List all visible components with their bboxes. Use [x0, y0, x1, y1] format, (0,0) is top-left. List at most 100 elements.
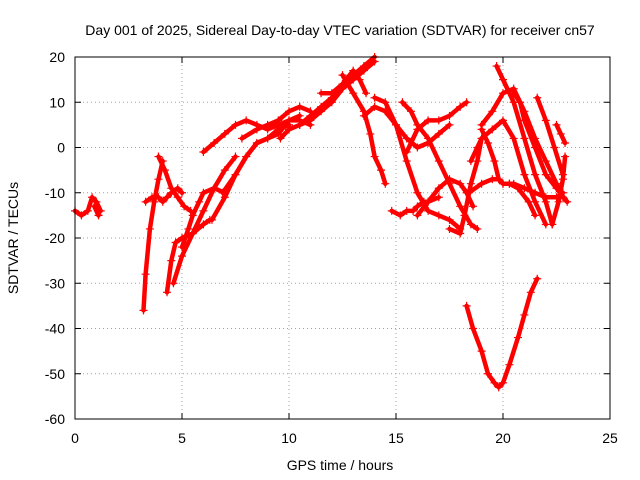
- data-point: [231, 170, 240, 179]
- series-arc-22: [402, 98, 471, 157]
- data-point: [460, 211, 469, 220]
- y-tick-label: 20: [49, 49, 65, 65]
- data-point: [413, 143, 422, 152]
- y-tick-label: 10: [49, 94, 65, 110]
- data-point: [207, 215, 216, 224]
- series-trace: [220, 113, 302, 196]
- data-point: [424, 206, 433, 215]
- series-arc-2: [90, 202, 103, 220]
- data-point: [492, 62, 501, 71]
- data-point: [90, 202, 99, 211]
- data-point: [199, 188, 208, 197]
- data-point: [520, 310, 529, 319]
- series-arc-11: [218, 111, 304, 197]
- data-point: [406, 107, 415, 116]
- data-point: [392, 120, 400, 129]
- data-point: [220, 129, 229, 138]
- series-layer: [71, 53, 572, 392]
- data-point: [533, 274, 542, 283]
- data-point: [145, 224, 154, 233]
- data-point: [445, 224, 454, 233]
- data-point: [541, 157, 550, 166]
- data-point: [469, 202, 478, 211]
- series-arc-24: [462, 274, 542, 392]
- data-point: [434, 193, 443, 202]
- data-point: [434, 116, 443, 125]
- data-point: [505, 360, 514, 369]
- data-point: [499, 75, 507, 84]
- data-point: [362, 89, 371, 98]
- series-trace: [156, 154, 193, 214]
- data-point: [477, 179, 486, 188]
- data-point: [398, 98, 407, 107]
- data-point: [178, 188, 186, 197]
- data-point: [381, 179, 390, 188]
- x-tick-label: 20: [495, 430, 511, 446]
- data-point: [505, 179, 514, 188]
- data-point: [490, 157, 499, 166]
- data-point: [473, 224, 482, 233]
- x-tick-label: 0: [71, 430, 79, 446]
- data-point: [526, 288, 535, 297]
- series-arc-29: [492, 62, 557, 229]
- data-point: [195, 197, 204, 206]
- data-point: [338, 71, 347, 80]
- data-point: [509, 134, 518, 143]
- y-tick-label: -20: [45, 230, 65, 246]
- data-point: [409, 206, 418, 215]
- data-point: [402, 148, 411, 157]
- grid: [75, 57, 610, 419]
- data-point: [424, 197, 433, 206]
- series-arc-9: [199, 116, 315, 157]
- data-point: [231, 152, 240, 161]
- series-trace: [171, 154, 238, 286]
- data-point: [163, 288, 172, 297]
- data-point: [541, 116, 550, 125]
- data-point: [509, 89, 518, 98]
- data-point: [220, 193, 229, 202]
- data-point: [171, 238, 180, 247]
- data-point: [466, 220, 475, 229]
- data-point: [88, 193, 97, 202]
- data-point: [180, 202, 189, 211]
- x-tick-label: 5: [178, 430, 186, 446]
- data-point: [473, 143, 482, 152]
- x-tick-label: 15: [388, 430, 404, 446]
- series-arc-18: [370, 93, 465, 233]
- data-point: [242, 116, 251, 125]
- data-point: [210, 138, 219, 147]
- data-point: [139, 306, 148, 315]
- data-point: [306, 116, 315, 125]
- data-point: [550, 143, 559, 152]
- data-point: [413, 188, 422, 197]
- y-axis-label: SDTVAR / TECUs: [5, 182, 21, 294]
- data-point: [295, 102, 304, 111]
- axis-ticks: 0 5 10 15 20 25 -60 -50 -40 -30 -20 -10 0 10 20: [45, 49, 618, 446]
- data-point: [263, 120, 272, 129]
- data-point: [154, 193, 163, 202]
- data-point: [83, 206, 92, 215]
- data-point: [477, 120, 486, 129]
- data-point: [466, 179, 475, 188]
- data-point: [154, 152, 163, 161]
- data-point: [513, 333, 522, 342]
- data-point: [531, 170, 540, 179]
- data-point: [464, 188, 473, 197]
- data-point: [456, 179, 465, 188]
- data-point: [484, 138, 493, 147]
- data-point: [396, 211, 405, 220]
- series-arc-3: [139, 157, 167, 315]
- data-point: [554, 197, 563, 206]
- data-point: [199, 206, 208, 215]
- series-arc-33: [552, 120, 570, 147]
- data-point: [370, 57, 379, 66]
- data-point: [413, 125, 422, 134]
- data-point: [488, 107, 497, 116]
- data-point: [377, 166, 386, 175]
- data-point: [484, 369, 493, 378]
- series-arc-12: [237, 102, 315, 143]
- data-point: [178, 243, 186, 252]
- data-point: [462, 301, 471, 310]
- data-point: [338, 80, 347, 89]
